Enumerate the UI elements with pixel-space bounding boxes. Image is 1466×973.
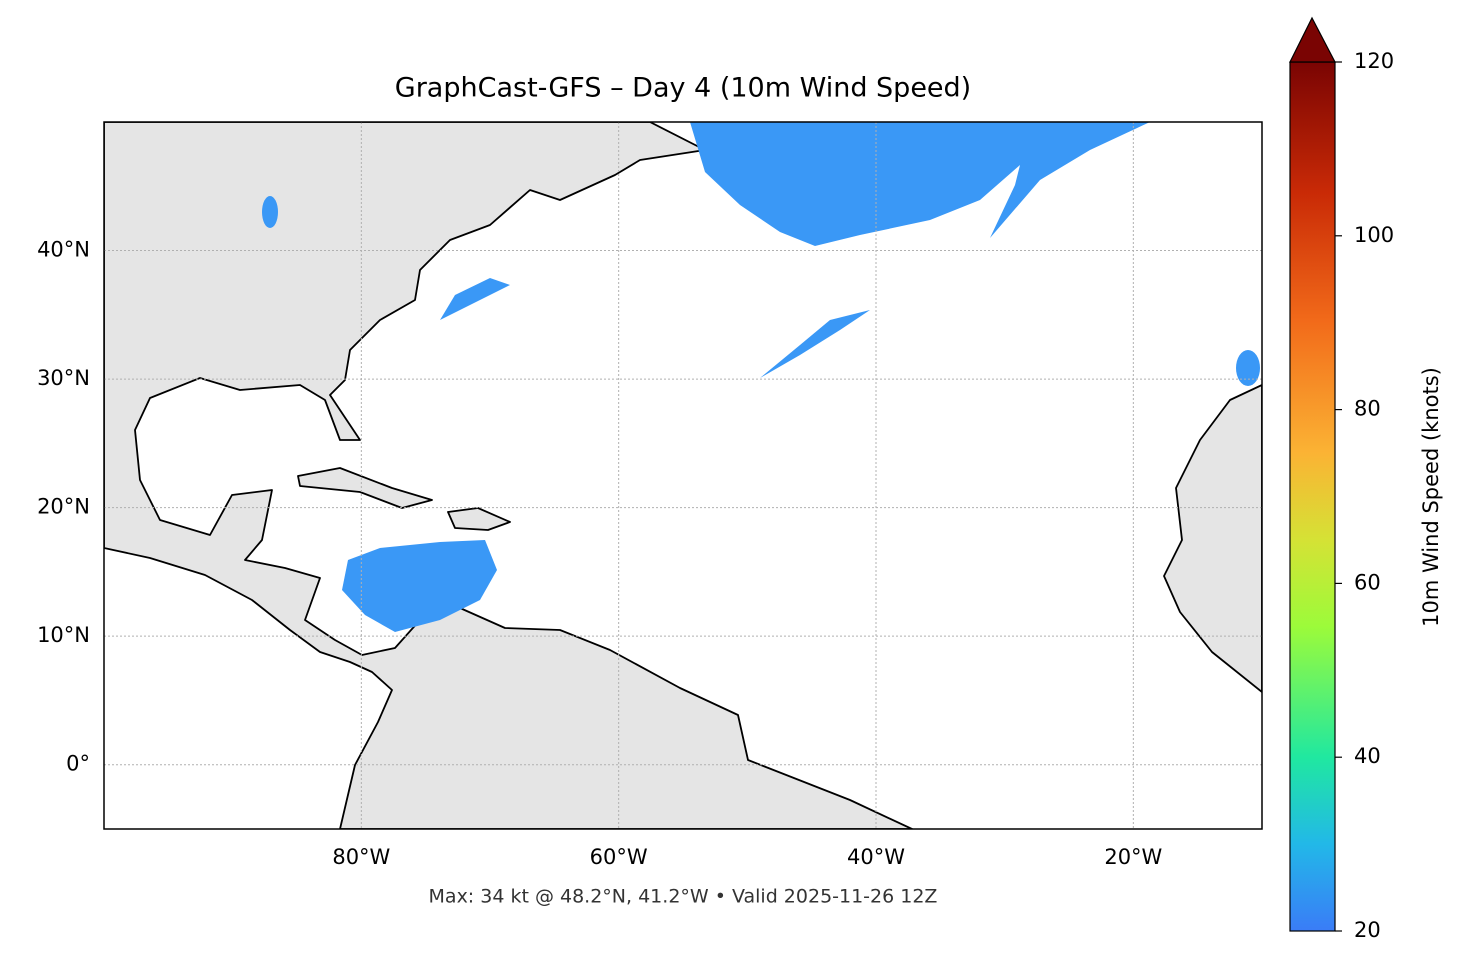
map-frame: [103, 121, 1263, 830]
wind-patch: [1236, 350, 1260, 386]
colorbar: [1289, 61, 1336, 932]
x-tick-label: 80°W: [332, 845, 390, 869]
americas: [104, 122, 913, 829]
colorbar-tick-label: 40: [1354, 744, 1381, 768]
wind-streak: [760, 310, 870, 378]
x-tick-label: 40°W: [847, 845, 905, 869]
colorbar-label: 10m Wind Speed (knots): [1419, 367, 1443, 627]
cuba: [297, 467, 433, 509]
colorbar-tick-label: 100: [1354, 223, 1394, 247]
y-tick-label: 40°N: [37, 238, 90, 262]
wind-caribbean: [342, 540, 497, 632]
hispaniola: [447, 507, 511, 531]
africa: [1163, 384, 1262, 693]
colorbar-tick-label: 80: [1354, 397, 1381, 421]
y-tick-label: 20°N: [37, 495, 90, 519]
wind-streak: [440, 278, 510, 320]
map-area: [104, 122, 1262, 829]
colorbar-tick-label: 60: [1354, 570, 1381, 594]
wind-north-atlantic: [690, 122, 1150, 246]
colorbar-tick-label: 120: [1354, 49, 1394, 73]
wind-patch: [262, 196, 278, 228]
y-tick-label: 30°N: [37, 366, 90, 390]
grid: [104, 122, 1262, 829]
colorbar-extend: [1289, 16, 1336, 63]
colorbar-tick-label: 20: [1354, 918, 1381, 942]
x-tick-label: 20°W: [1104, 845, 1162, 869]
x-tick-label: 60°W: [590, 845, 648, 869]
y-tick-label: 10°N: [37, 623, 90, 647]
y-tick-label: 0°: [66, 752, 90, 776]
footer: Max: 34 kt @ 48.2°N, 41.2°W • Valid 2025…: [429, 886, 938, 908]
title: GraphCast-GFS – Day 4 (10m Wind Speed): [395, 73, 971, 104]
